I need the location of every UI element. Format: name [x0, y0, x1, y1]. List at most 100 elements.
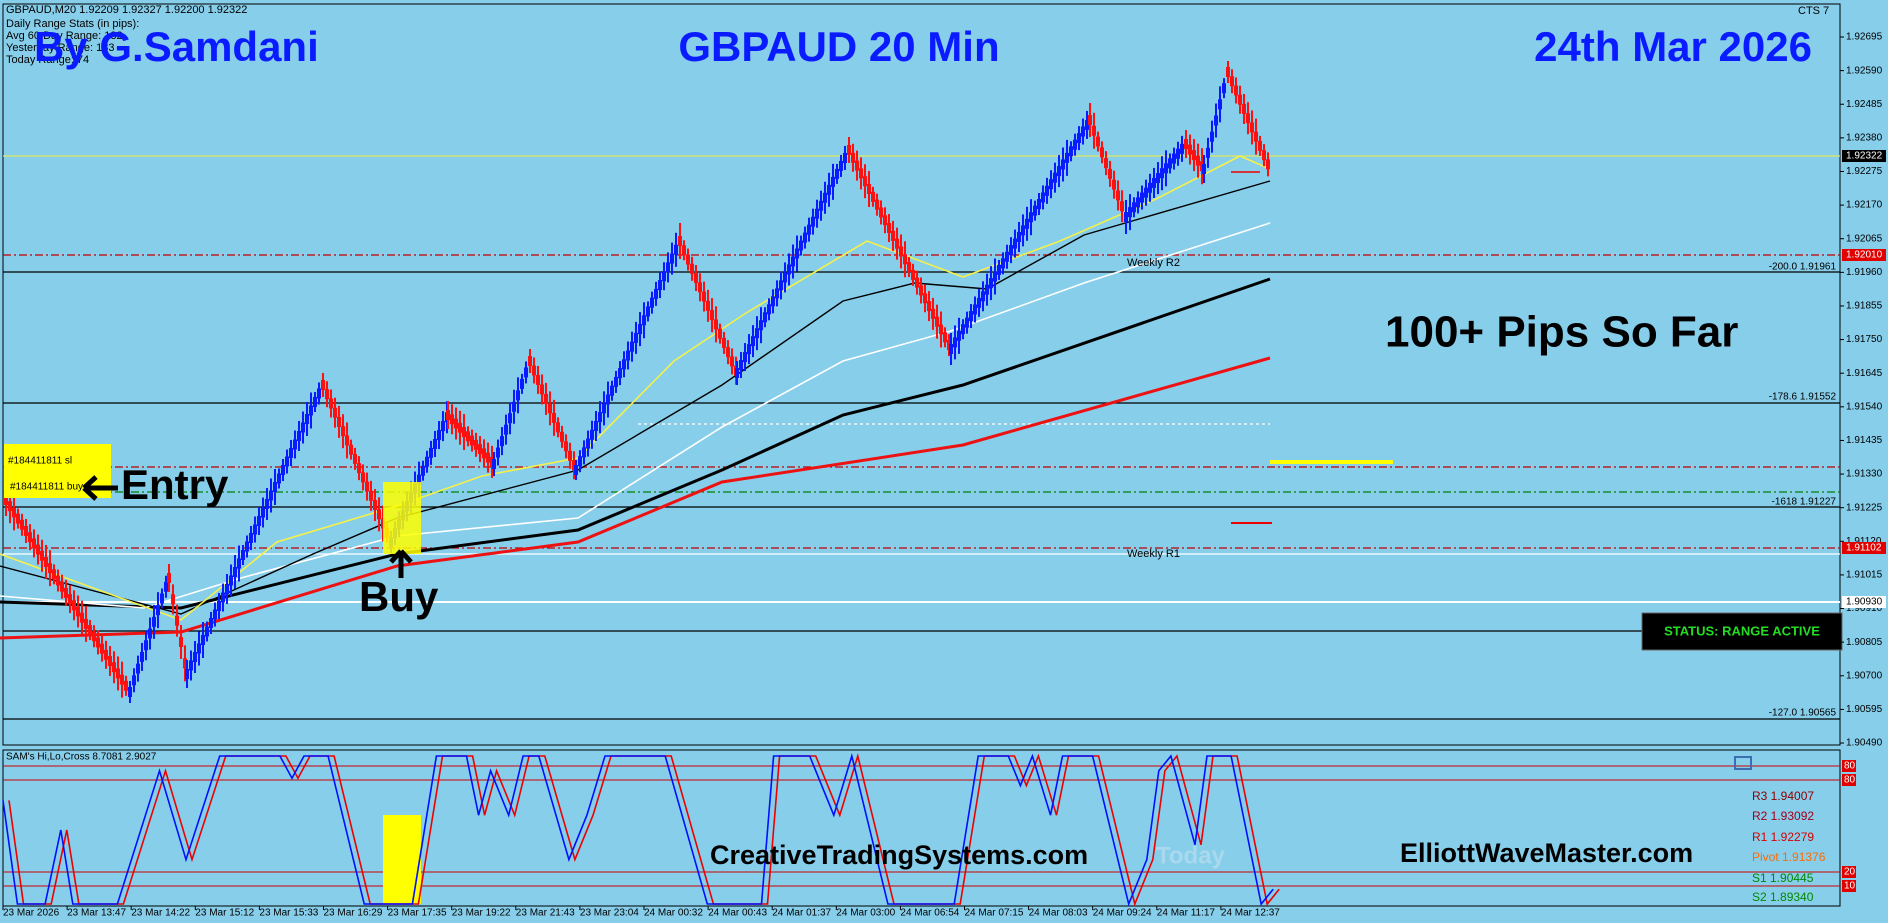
price-body — [482, 448, 486, 459]
time-label: 24 Mar 00:32 — [644, 908, 703, 919]
symbol-line: GBPAUD,M20 1.92209 1.92327 1.92200 1.923… — [6, 4, 247, 16]
price-body — [686, 254, 690, 265]
price-body — [1184, 139, 1188, 149]
price-body — [795, 248, 799, 259]
price-body — [574, 465, 578, 475]
price-body — [540, 384, 544, 395]
price-body — [100, 643, 104, 654]
price-body — [261, 507, 265, 518]
price-body — [594, 420, 598, 431]
time-label: 24 Mar 00:43 — [708, 908, 767, 919]
price-body — [183, 658, 187, 669]
price-body — [1222, 83, 1226, 94]
price-tick-label: 1.91120 — [1846, 536, 1882, 547]
price-body — [855, 160, 859, 171]
price-body — [313, 397, 317, 407]
price-body — [1164, 163, 1168, 174]
oscillator — [2, 752, 1280, 907]
indicator-frame — [2, 749, 1841, 907]
price-body — [1128, 207, 1132, 218]
price-tick-label: 1.91015 — [1846, 570, 1883, 581]
price-body — [819, 200, 823, 211]
price-body — [36, 544, 40, 555]
price-body — [666, 262, 670, 273]
price-body — [1206, 147, 1210, 158]
price-body — [1148, 182, 1152, 193]
price-body — [60, 581, 64, 592]
price-body — [1053, 172, 1057, 183]
time-label: 23 Mar 17:35 — [388, 908, 447, 919]
price-body — [718, 328, 722, 339]
time-label: 24 Mar 12:37 — [1221, 908, 1280, 919]
pivot-label: S2 1.89340 — [1752, 890, 1814, 904]
ma-white — [0, 222, 1271, 609]
price-body — [1049, 179, 1053, 190]
price-body — [500, 436, 504, 447]
price-body — [516, 390, 520, 401]
price-body — [221, 592, 225, 603]
price-body — [32, 538, 36, 549]
range-stat: Today Range: 74 — [6, 54, 89, 66]
main-frame — [2, 3, 1841, 746]
price-body — [156, 605, 160, 616]
price-body — [56, 575, 60, 586]
buy-arrow — [389, 549, 413, 578]
price-body — [253, 524, 257, 535]
price-body — [722, 337, 726, 348]
price-body — [241, 550, 245, 560]
price-body — [751, 336, 755, 347]
price-body — [349, 444, 353, 455]
price-body — [823, 192, 827, 203]
price-body — [911, 269, 915, 280]
price-body — [1081, 126, 1085, 137]
price-body — [1045, 185, 1049, 196]
price-tick-label: 1.91330 — [1846, 469, 1883, 480]
price-body — [1234, 85, 1238, 96]
price-body — [148, 628, 152, 639]
price-body — [20, 519, 24, 530]
price-body — [1246, 113, 1250, 124]
price-body — [245, 541, 249, 552]
price-body — [879, 207, 883, 218]
price-body — [1218, 99, 1222, 110]
price-body — [458, 422, 462, 433]
price-body — [76, 606, 80, 617]
price-body — [197, 643, 201, 654]
price-body — [265, 499, 269, 509]
price-body — [883, 215, 887, 226]
entry-arrow — [82, 475, 118, 501]
price-body — [108, 656, 112, 667]
range-stat: Avg 60 Day Range: 132 — [6, 30, 123, 42]
price-tick-label: 1.90805 — [1846, 637, 1883, 648]
time-label: 24 Mar 11:17 — [1157, 908, 1216, 919]
price-body — [345, 435, 349, 446]
ma-black — [0, 180, 1271, 615]
price-body — [301, 422, 305, 433]
price-body — [598, 412, 602, 423]
price-body — [767, 304, 771, 315]
price-body — [578, 456, 582, 467]
price-tick-label: 1.92695 — [1846, 32, 1883, 43]
price-body — [492, 459, 496, 469]
price-body — [24, 525, 28, 536]
price-body — [915, 277, 919, 288]
price-body — [678, 236, 682, 246]
price-body — [120, 674, 124, 685]
indicator-level-label: 80 — [1844, 775, 1856, 786]
price-body — [859, 168, 863, 179]
price-body — [552, 412, 556, 423]
price-body — [759, 320, 763, 331]
price-body — [496, 447, 500, 458]
price-body — [590, 429, 594, 440]
price-body — [1017, 231, 1021, 242]
price-body — [333, 407, 337, 418]
price-body — [524, 367, 528, 378]
price-body — [1001, 258, 1005, 269]
price-body — [1069, 146, 1073, 157]
price-body — [229, 575, 233, 586]
price-body — [536, 374, 540, 385]
price-body — [1188, 144, 1192, 155]
price-body — [1088, 115, 1092, 125]
price-body — [441, 421, 445, 432]
